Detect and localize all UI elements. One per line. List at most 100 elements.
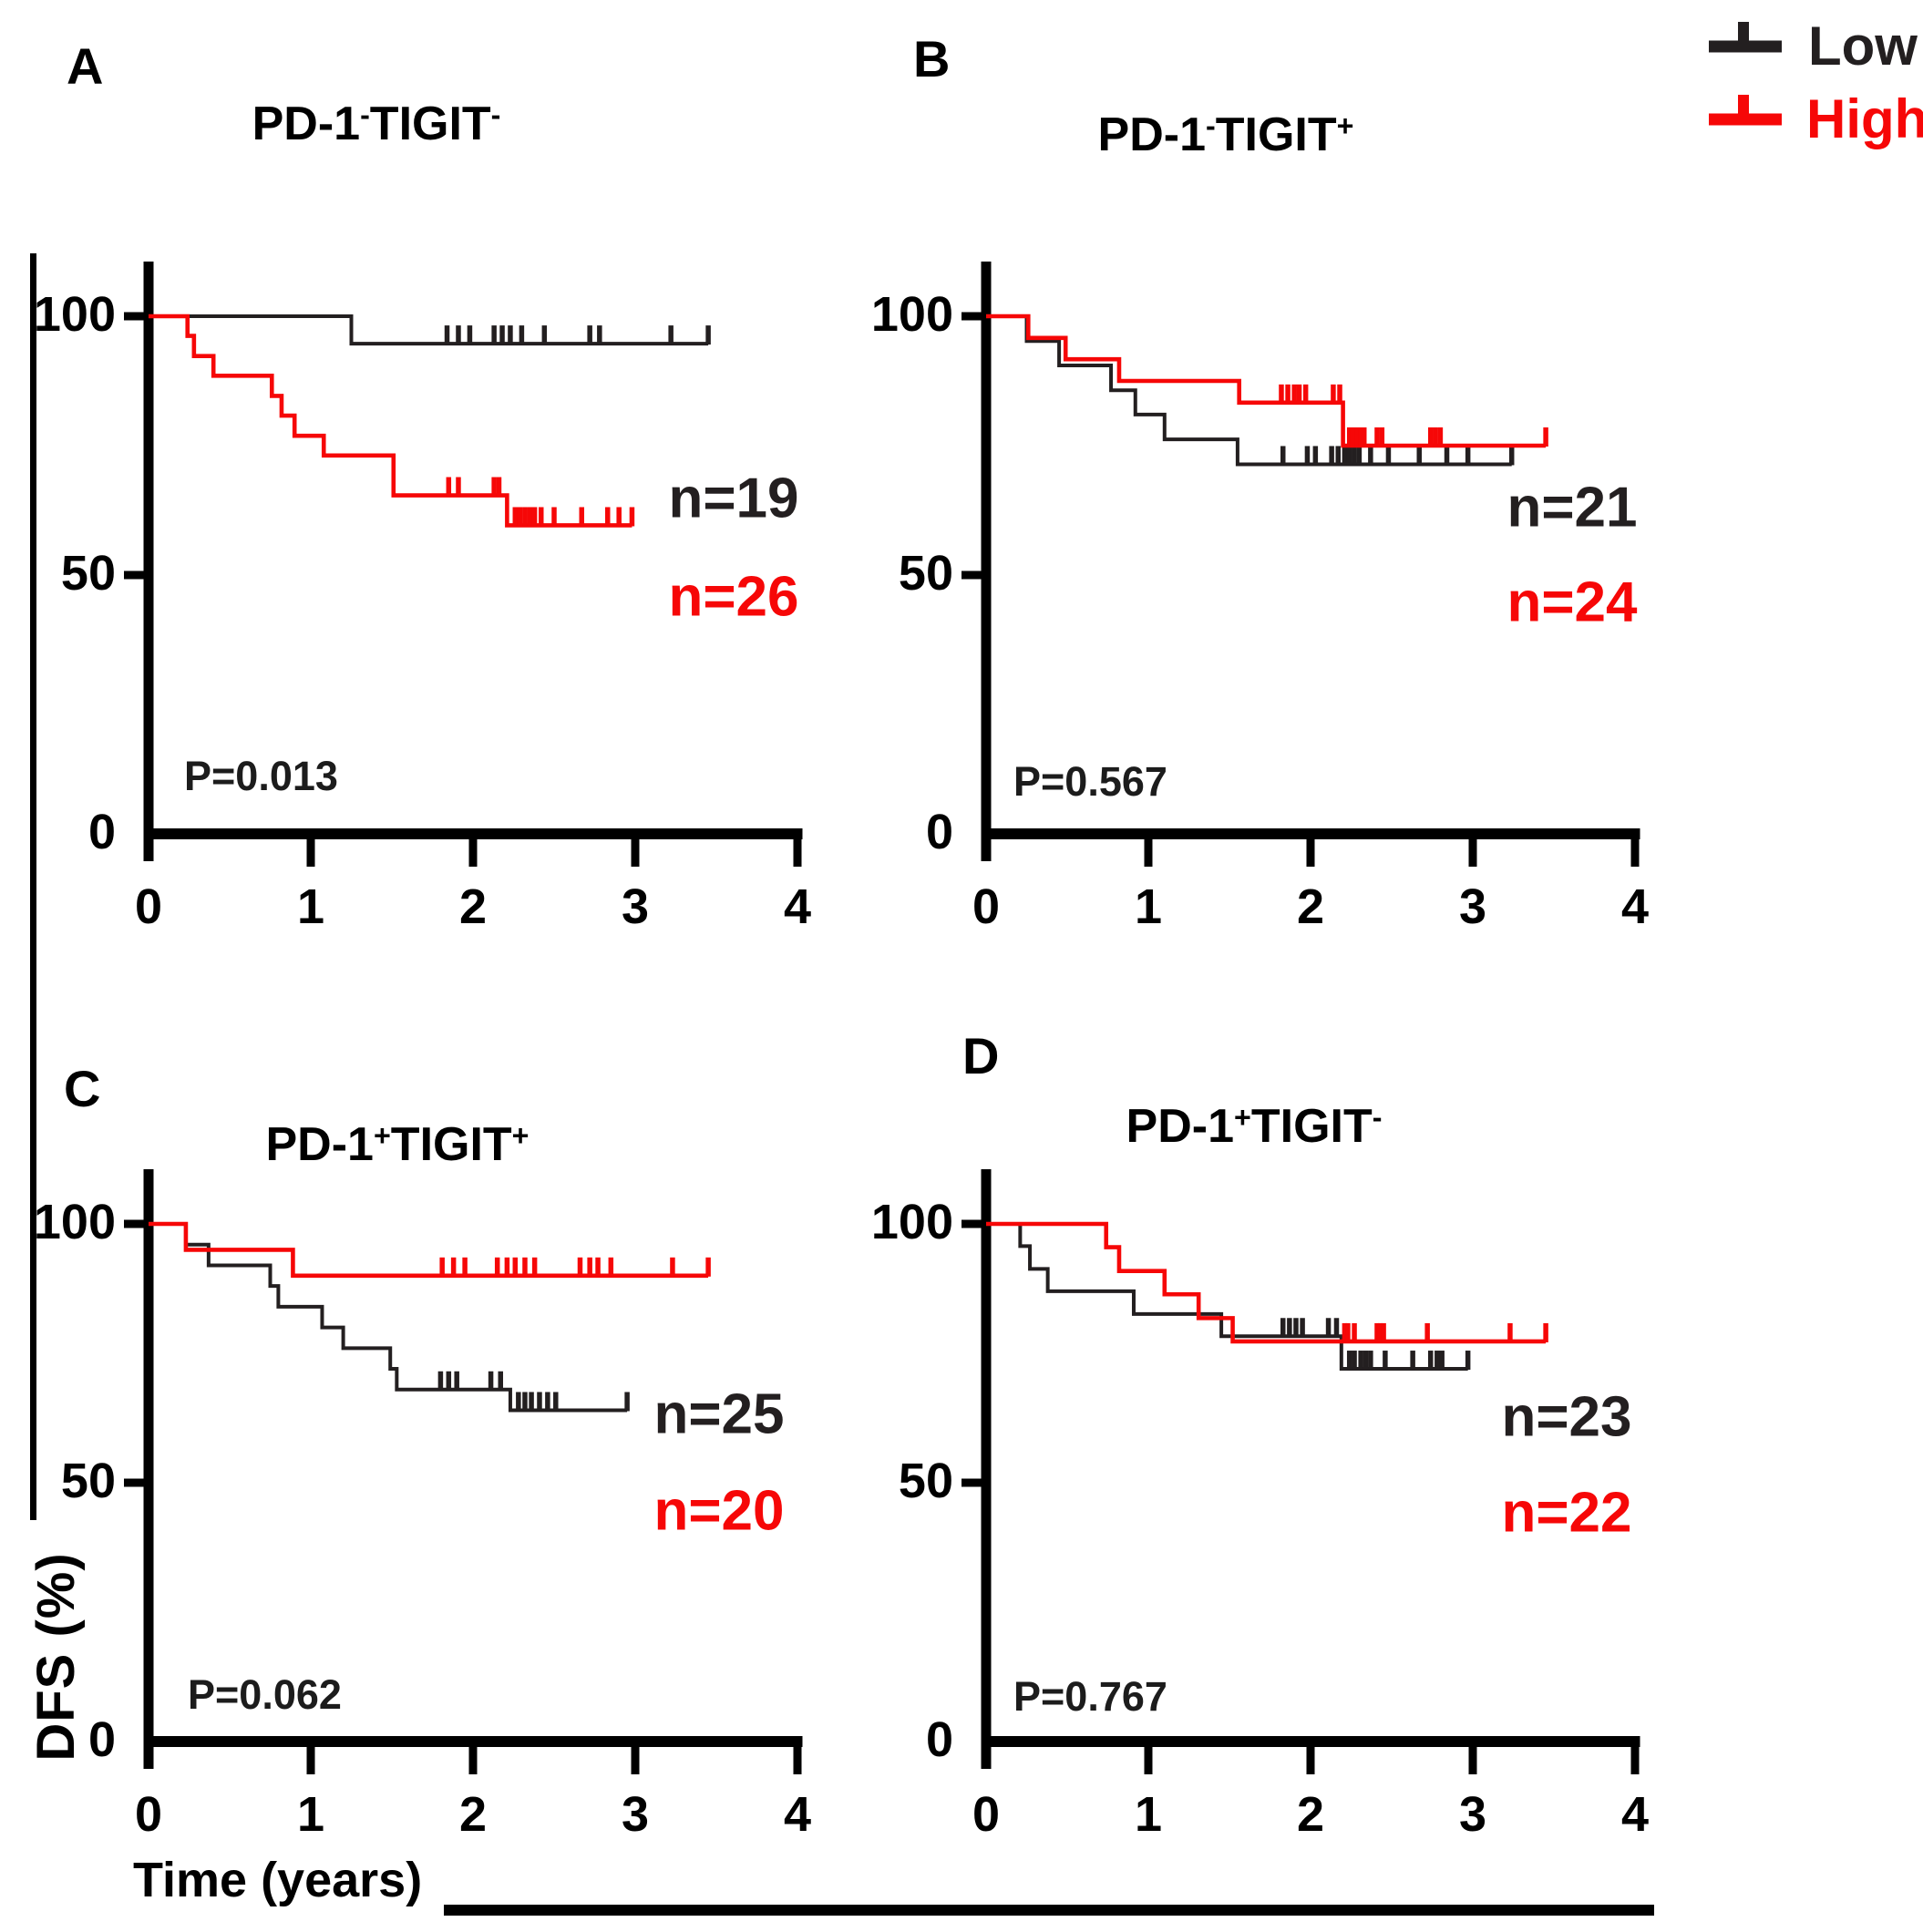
x-tick-label: 3 <box>621 879 650 934</box>
x-tick-label: 0 <box>134 879 163 934</box>
y-tick-label: 100 <box>870 287 953 342</box>
title-sup: + <box>373 1118 391 1152</box>
y-tick-label: 100 <box>33 1195 116 1249</box>
x-tick-label: 4 <box>783 879 812 934</box>
km-curve-low <box>986 314 1512 467</box>
title-sup: - <box>490 98 501 131</box>
title-text: PD-1 <box>265 1118 374 1171</box>
x-axis-tick <box>793 839 802 867</box>
km-curve-high <box>986 313 1547 448</box>
x-axis-tick <box>1306 839 1315 867</box>
bottom-bracket-rule <box>444 1905 1654 1916</box>
n-count-low-b: n=21 <box>1507 476 1638 540</box>
y-axis-line <box>143 1169 154 1769</box>
n-count-high-c: n=20 <box>653 1479 785 1543</box>
title-text: PD-1 <box>1126 1100 1235 1153</box>
x-tick-label: 3 <box>1458 1787 1487 1842</box>
x-axis-line <box>143 828 803 839</box>
x-axis-tick <box>468 839 478 867</box>
x-axis-tick <box>468 1747 478 1774</box>
y-tick-label: 0 <box>925 1712 953 1767</box>
y-axis-tick <box>124 570 144 580</box>
title-sup: - <box>360 98 370 131</box>
km-curve-low <box>986 1222 1468 1372</box>
x-axis-tick <box>1630 839 1640 867</box>
x-axis-tick <box>1144 839 1153 867</box>
x-tick-label: 0 <box>134 1787 163 1842</box>
n-count-low-a: n=19 <box>668 467 799 530</box>
y-axis-line <box>143 262 154 861</box>
title-text: TIGIT <box>1250 1100 1373 1153</box>
x-tick-label: 1 <box>296 1787 325 1842</box>
title-sup: + <box>1336 108 1354 142</box>
n-count-low-c: n=25 <box>653 1382 785 1446</box>
title-sup: + <box>511 1118 530 1152</box>
x-tick-label: 4 <box>1620 879 1650 934</box>
y-tick-label: 50 <box>898 1454 953 1508</box>
y-axis-tick <box>962 1478 982 1487</box>
n-count-high-a: n=26 <box>668 565 799 629</box>
title-text: TIGIT <box>390 1118 512 1171</box>
x-axis-title: Time (years) <box>133 1853 423 1907</box>
n-count-low-d: n=23 <box>1501 1385 1632 1449</box>
x-tick-label: 0 <box>972 1787 1001 1842</box>
panel-letter-d: D <box>962 1027 1000 1084</box>
x-tick-label: 1 <box>296 879 325 934</box>
legend-label-high: High <box>1806 88 1923 149</box>
y-axis-line <box>981 262 992 861</box>
n-count-high-b: n=24 <box>1507 570 1638 634</box>
y-axis-tick <box>962 1219 982 1228</box>
p-value-d: P=0.767 <box>1013 1673 1167 1720</box>
y-tick-label: 50 <box>60 546 116 601</box>
title-sup: - <box>1206 108 1216 142</box>
x-axis-tick <box>306 1747 315 1774</box>
y-tick-label: 50 <box>898 546 953 601</box>
panel-title-c: PD-1+TIGIT+ <box>265 1117 529 1172</box>
x-axis-line <box>143 1736 803 1747</box>
x-axis-tick <box>793 1747 802 1774</box>
x-tick-label: 4 <box>783 1787 812 1842</box>
y-tick-label: 0 <box>87 1712 116 1767</box>
x-tick-label: 0 <box>972 879 1001 934</box>
y-tick-label: 100 <box>870 1195 953 1249</box>
x-tick-label: 2 <box>458 1787 488 1842</box>
x-tick-label: 2 <box>1296 1787 1325 1842</box>
p-value-b: P=0.567 <box>1013 758 1167 805</box>
km-curve-low <box>149 314 709 346</box>
y-tick-label: 0 <box>87 805 116 859</box>
legend-censor-tick-low <box>1738 22 1749 46</box>
x-tick-label: 1 <box>1134 879 1163 934</box>
y-axis-tick <box>962 312 982 321</box>
x-axis-line <box>981 828 1640 839</box>
panel-letter-b: B <box>913 30 951 87</box>
p-value-c: P=0.062 <box>188 1671 342 1718</box>
x-axis-tick <box>631 1747 640 1774</box>
legend-label-low: Low <box>1808 15 1918 77</box>
left-bracket-rule <box>30 253 36 1520</box>
y-tick-label: 50 <box>60 1454 116 1508</box>
panel-letter-a: A <box>67 37 104 95</box>
x-tick-label: 1 <box>1134 1787 1163 1842</box>
x-axis-tick <box>1630 1747 1640 1774</box>
panel-title-a: PD-1-TIGIT- <box>252 97 501 151</box>
x-tick-label: 2 <box>1296 879 1325 934</box>
y-axis-tick <box>124 1219 144 1228</box>
x-axis-line <box>981 1736 1640 1747</box>
title-text: TIGIT <box>1215 108 1337 161</box>
panel-title-d: PD-1+TIGIT- <box>1126 1099 1383 1154</box>
legend-censor-tick-high <box>1738 95 1749 119</box>
title-text: TIGIT <box>369 98 491 150</box>
km-curve-high <box>149 313 632 528</box>
y-axis-tick <box>124 1478 144 1487</box>
p-value-a: P=0.013 <box>184 753 338 799</box>
y-tick-label: 100 <box>33 287 116 342</box>
title-text: PD-1 <box>252 98 361 150</box>
x-axis-tick <box>1468 1747 1477 1774</box>
panel-letter-c: C <box>64 1060 101 1117</box>
x-axis-tick <box>631 839 640 867</box>
x-tick-label: 2 <box>458 879 488 934</box>
x-axis-tick <box>306 839 315 867</box>
x-axis-tick <box>1144 1747 1153 1774</box>
